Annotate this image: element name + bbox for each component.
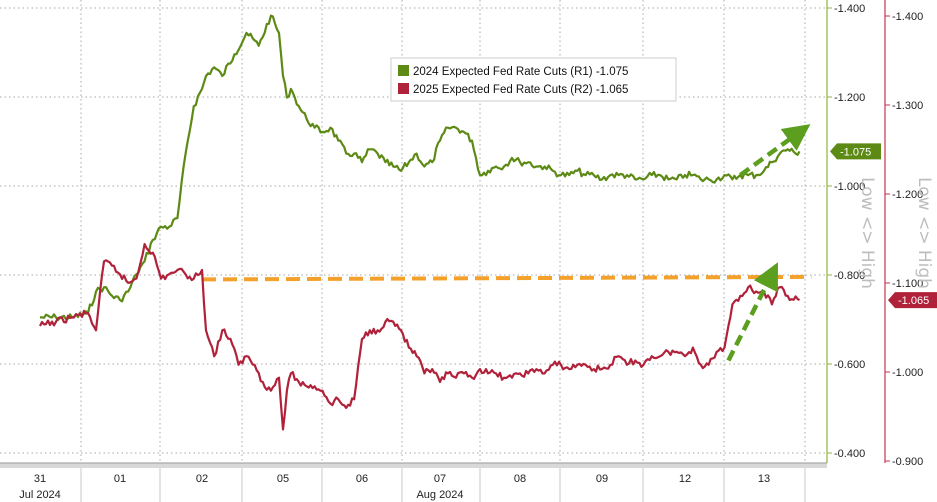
r2-tick-label: -1.400 (892, 11, 923, 23)
r2-tick-label: -1.100 (892, 278, 923, 290)
horizontal-gridlines (0, 7, 827, 454)
x-tick-label: 02 (196, 473, 208, 485)
r1-axis-title: Low <> High (857, 177, 877, 289)
legend-box (390, 57, 677, 102)
r1-tick-label: -1.200 (834, 92, 865, 104)
x-tick-label: 08 (514, 473, 526, 485)
last-value-tag-2024: -1.075 (830, 143, 881, 160)
x-axis-ticks: 31 Jul 2024 01 02 05 06 07 Aug 2024 08 09 12 13 (19, 468, 806, 502)
r1-tick-label: -1.400 (834, 3, 865, 15)
legend: 2024 Expected Fed Rate Cuts (R1) -1.075 … (390, 57, 677, 102)
series-lines (39, 14, 801, 431)
r1-tick-label: -0.600 (834, 359, 865, 371)
r2-axis-ticks: -1.400 -1.300 -1.200 -1.100 -1.000 -0.900 (885, 11, 923, 468)
x-tick-label: 07 (434, 473, 446, 485)
r1-tick-label: -1.000 (834, 181, 865, 193)
last-value-tag-text: -1.075 (840, 146, 871, 158)
x-tick-label: 05 (277, 473, 289, 485)
x-tick-label: 01 (114, 473, 126, 485)
legend-label-2025: 2025 Expected Fed Rate Cuts (R2) -1.065 (413, 84, 628, 96)
r1-tick-label: -0.800 (834, 270, 865, 282)
x-tick-label: 31 (34, 473, 46, 485)
x-month-label: Jul 2024 (19, 489, 61, 501)
x-tick-label: 12 (679, 473, 691, 485)
trend-arrow (738, 124, 811, 177)
r2-tick-label: -1.200 (892, 189, 923, 201)
reference-dashed-line (201, 274, 812, 282)
legend-label-2024: 2024 Expected Fed Rate Cuts (R1) -1.075 (413, 66, 628, 78)
last-value-tag-bg (888, 292, 937, 309)
series-line-2024 (39, 14, 801, 322)
x-month-label: Aug 2024 (416, 489, 463, 501)
r2-tick-label: -0.900 (892, 456, 923, 468)
last-value-tag-bg (830, 143, 881, 160)
x-tick-label: 06 (356, 473, 368, 485)
annotations (201, 274, 812, 282)
r2-tick-label: -1.300 (892, 100, 923, 112)
last-value-tag-text: -1.065 (898, 295, 929, 307)
r2-tick-label: -1.000 (892, 367, 923, 379)
legend-swatch-2024 (398, 65, 409, 76)
x-tick-label: 13 (758, 473, 770, 485)
r1-tick-label: -0.400 (834, 448, 865, 460)
x-tick-label: 09 (596, 473, 608, 485)
r1-axis-ticks: -1.400 -1.200 -1.000 -0.800 -0.600 -0.400 (827, 3, 865, 460)
trend-arrows (726, 124, 811, 362)
last-value-tag-2025: -1.065 (888, 292, 937, 309)
legend-swatch-2025 (398, 83, 409, 94)
series-line-2025 (39, 243, 801, 431)
last-value-tags: -1.075 -1.065 (830, 143, 937, 309)
r2-axis-title: Low <> High (914, 177, 934, 289)
x-axis-band (0, 463, 827, 468)
